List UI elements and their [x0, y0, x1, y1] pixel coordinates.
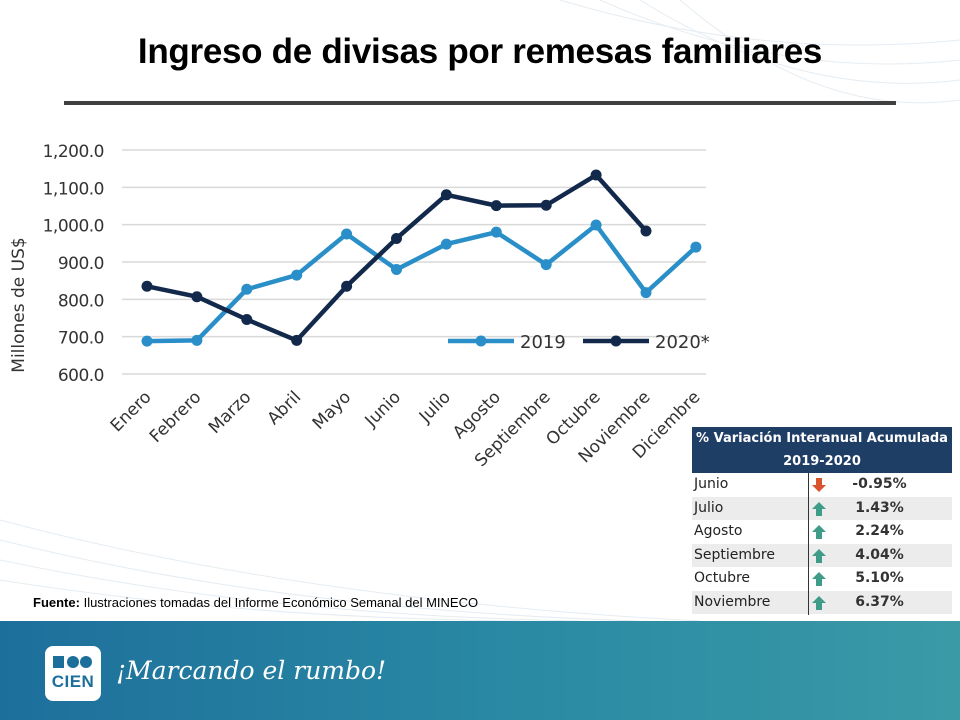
data-point	[690, 241, 702, 253]
data-point	[440, 189, 452, 201]
data-point	[191, 291, 203, 303]
legend-label: 2019	[520, 332, 566, 353]
variation-month: Noviembre	[694, 593, 771, 610]
arrow-up-icon	[812, 501, 826, 516]
data-point	[341, 280, 353, 292]
variation-value: 6.37%	[855, 593, 904, 610]
x-tick-label: Mayo	[309, 387, 355, 433]
data-point	[191, 334, 203, 346]
variation-value: 5.10%	[855, 570, 904, 586]
x-tick-label: Junio	[361, 387, 405, 431]
footer-band	[0, 621, 960, 720]
variation-table: % Variación Interanual Acumulada 2019-20…	[692, 427, 952, 615]
variation-value: 1.43%	[855, 499, 904, 516]
x-tick-label: Julio	[415, 387, 455, 427]
data-point	[590, 219, 602, 231]
variation-row: Septiembre 4.04%	[692, 543, 952, 567]
data-point	[391, 263, 402, 275]
y-axis-label: Millones de US$	[9, 237, 29, 372]
variation-month: Septiembre	[694, 546, 775, 563]
variation-value: 2.24%	[855, 523, 904, 539]
variation-row: Julio 1.43%	[692, 496, 952, 520]
data-point	[391, 232, 402, 244]
variation-row: Agosto 2.24%	[692, 520, 952, 544]
variation-month: Agosto	[694, 523, 743, 539]
data-point	[440, 238, 452, 250]
variation-row: Octubre 5.10%	[692, 567, 952, 591]
logo-text: CIEN	[51, 672, 95, 691]
data-point	[141, 280, 153, 292]
y-tick-label: 1,100.0	[43, 179, 104, 199]
data-point	[291, 269, 303, 281]
variation-month: Julio	[694, 499, 724, 516]
y-tick-label: 800.0	[58, 291, 104, 311]
x-tick-label: Enero	[107, 387, 156, 436]
arrow-up-icon	[812, 525, 826, 539]
series-2019	[141, 219, 702, 347]
variation-table-title: % Variación Interanual Acumulada	[696, 431, 948, 446]
x-tick-label: Abril	[264, 387, 306, 429]
variation-value: -0.95%	[852, 476, 907, 492]
variation-month: Octubre	[694, 570, 751, 586]
data-point	[540, 199, 552, 211]
legend-label: 2020*	[655, 332, 710, 353]
variation-month: Junio	[694, 476, 729, 492]
variation-table-divider	[808, 473, 809, 615]
page-title: Ingreso de divisas por remesas familiare…	[137, 32, 823, 71]
series-2020	[141, 169, 652, 346]
y-tick-label: 1,200.0	[43, 142, 104, 162]
y-tick-label: 900.0	[58, 254, 104, 274]
arrow-down-icon	[812, 478, 826, 492]
data-point	[241, 313, 253, 325]
y-tick-label: 700.0	[58, 329, 104, 349]
cien-logo: CIEN	[45, 646, 101, 701]
arrow-up-icon	[812, 572, 826, 586]
y-tick-label: 600.0	[58, 366, 104, 386]
data-point	[141, 335, 153, 347]
variation-row: Noviembre 6.37%	[692, 590, 952, 614]
y-tick-label: 1,000.0	[43, 217, 104, 237]
source-note: Fuente: Ilustraciones tomadas del Inform…	[33, 595, 478, 610]
arrow-up-icon	[812, 548, 826, 563]
data-point	[590, 169, 602, 181]
data-point	[640, 287, 652, 299]
variation-row: Junio -0.95%	[692, 473, 952, 497]
data-point	[341, 228, 353, 240]
line-chart: Millones de US$ 1,200.0 1,100.0 1,000.0 900…	[9, 142, 710, 471]
title-divider	[64, 101, 896, 105]
x-tick-label: Febrero	[146, 387, 206, 447]
variation-value: 4.04%	[855, 546, 904, 563]
x-tick-label: Marzo	[205, 387, 255, 437]
slogan: ¡Marcando el rumbo!	[116, 656, 387, 685]
data-point	[291, 334, 303, 346]
variation-table-period: 2019-2020	[783, 454, 861, 469]
legend-marker	[475, 335, 487, 347]
logo-mark-icon	[53, 656, 92, 668]
data-point	[241, 283, 253, 295]
arrow-up-icon	[812, 595, 826, 610]
source-label: Fuente:	[33, 595, 80, 610]
data-point	[490, 226, 502, 238]
series-line	[146, 222, 698, 344]
data-point	[640, 225, 652, 237]
variation-table-body: Junio -0.95% Julio 1.43% Agosto 2.24% Septiemb…	[692, 473, 952, 614]
data-point	[490, 200, 502, 212]
legend-marker	[610, 335, 622, 347]
variation-table-header: % Variación Interanual Acumulada 2019-20…	[692, 427, 952, 473]
source-text: Ilustraciones tomadas del Informe Económ…	[83, 595, 479, 610]
data-point	[540, 259, 552, 271]
